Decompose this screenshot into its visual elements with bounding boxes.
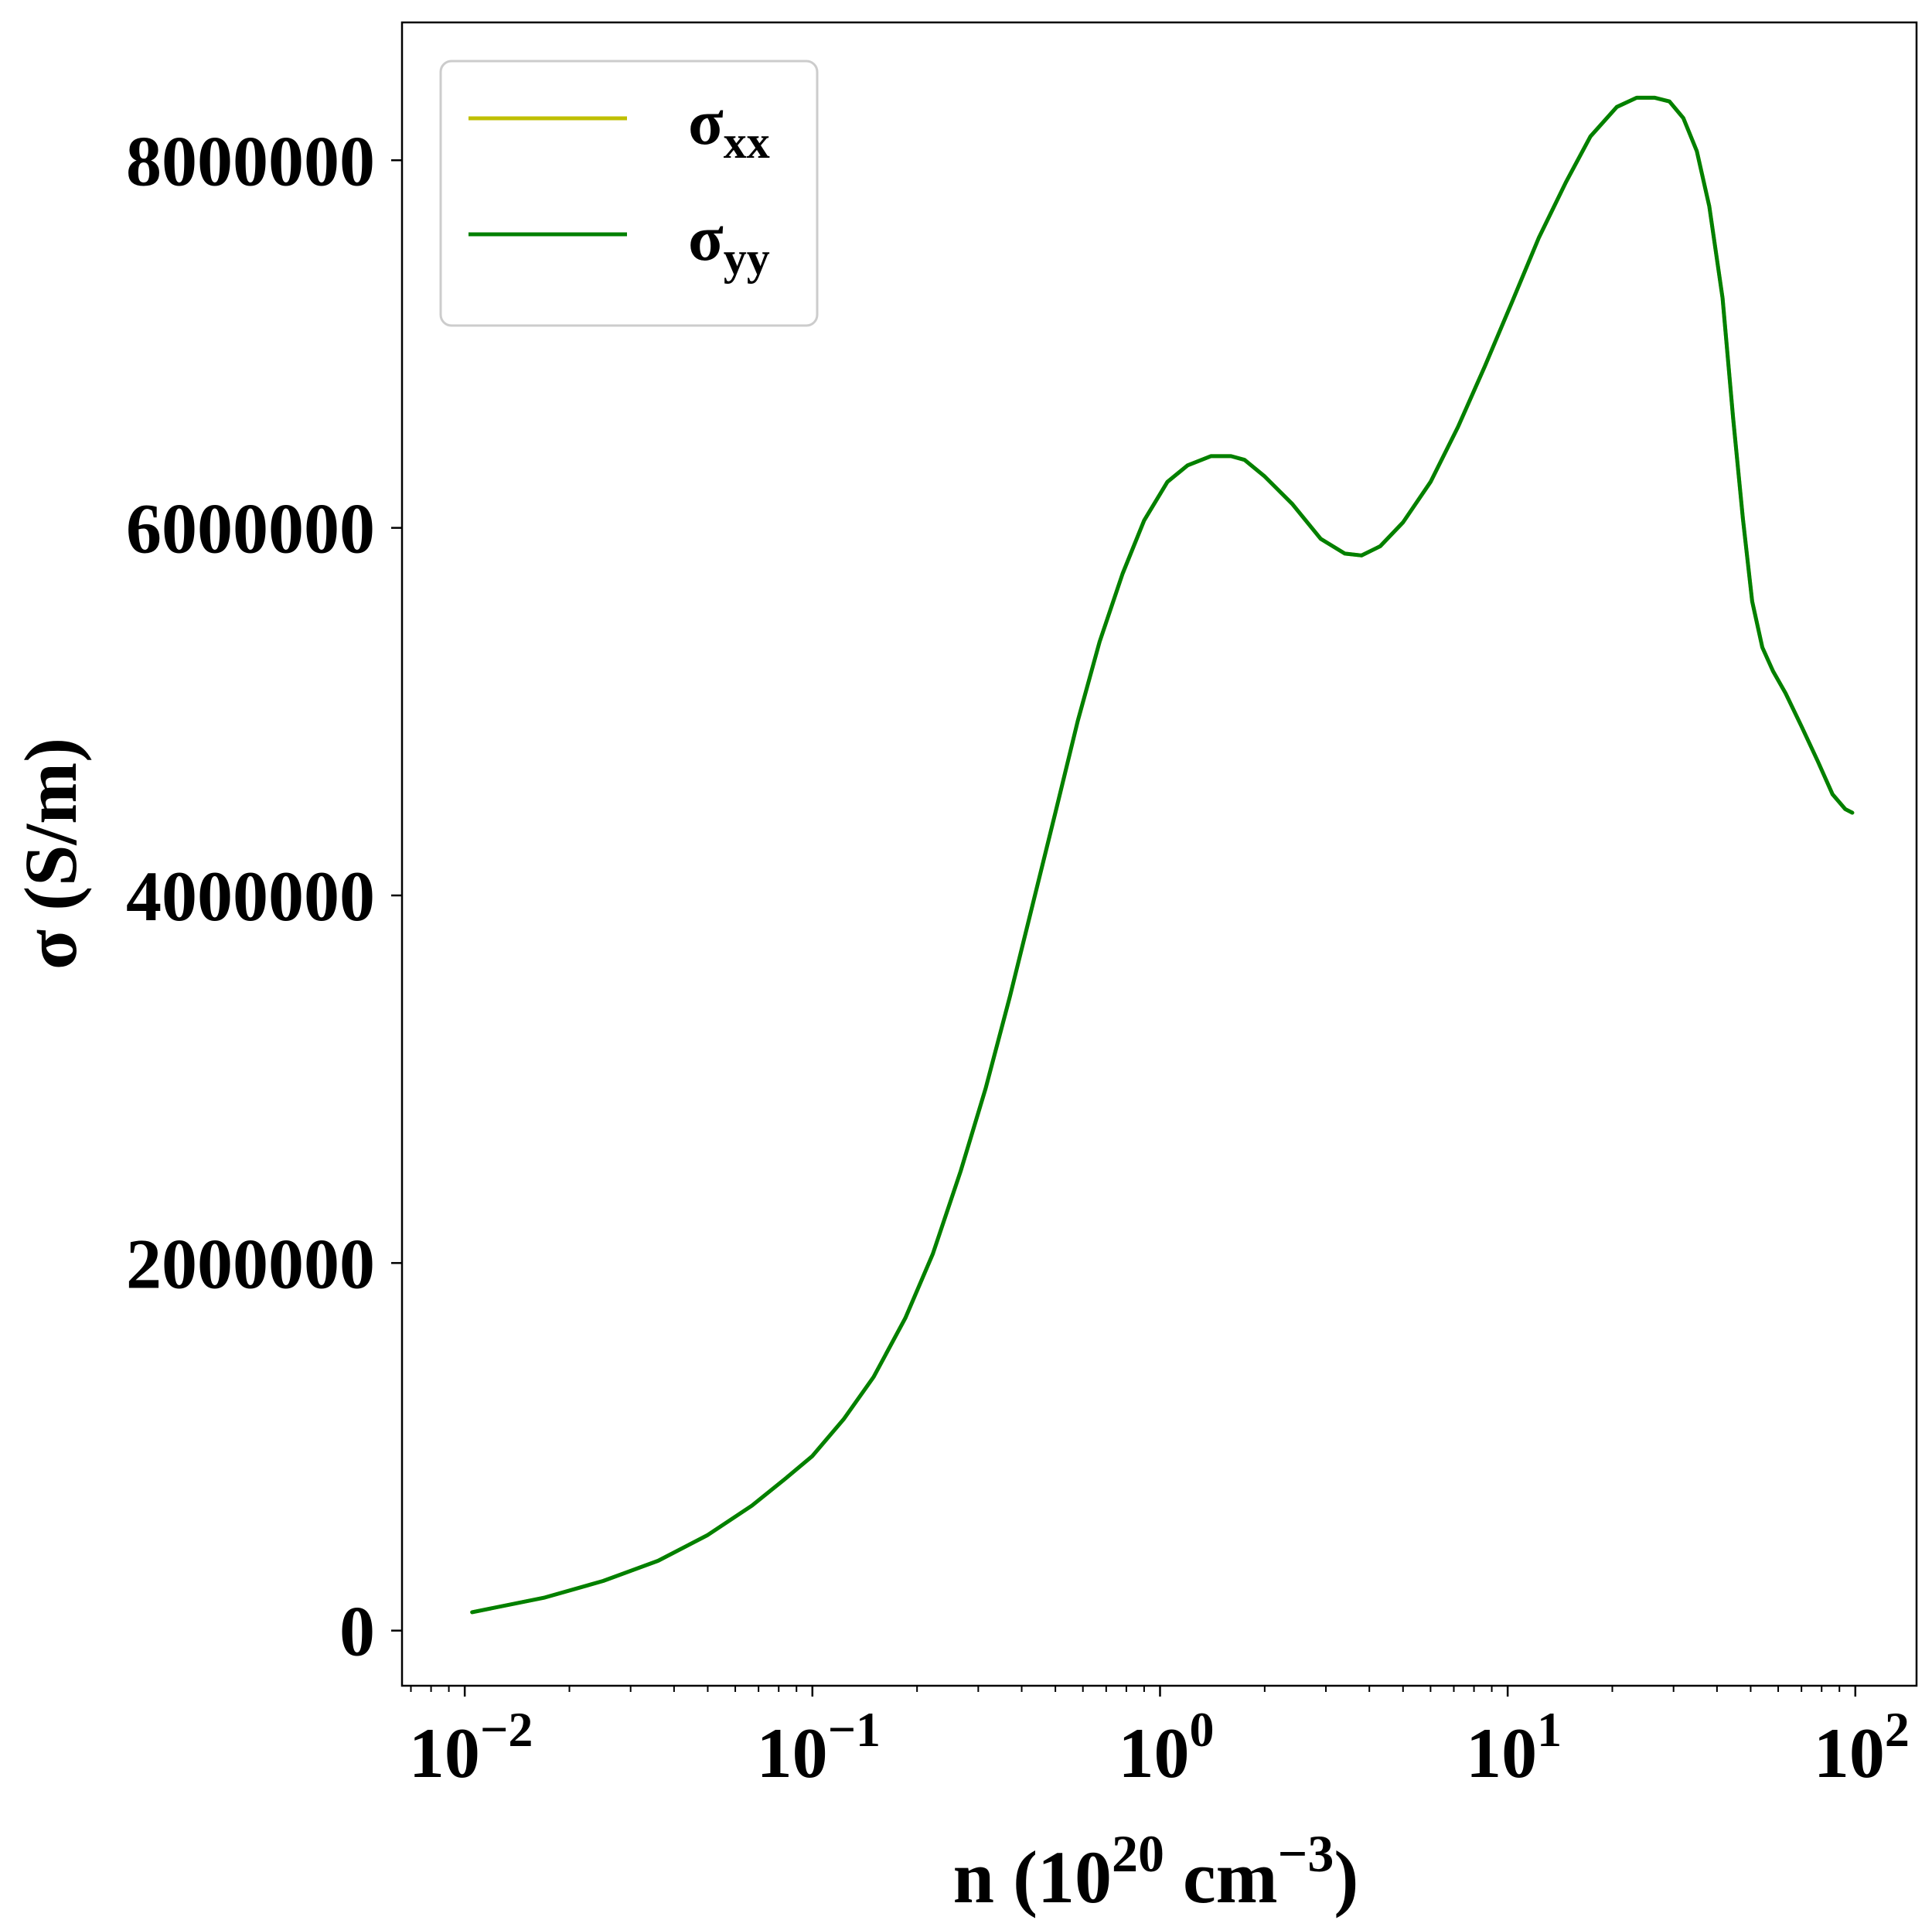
x-axis-ticks: 10−2 10−1 100 101 102 <box>409 1686 1910 1792</box>
y-tick-label: 0 <box>339 1592 375 1671</box>
series-line-sigma-yy <box>470 95 1855 1615</box>
legend-label-sigma-yy: σyy <box>688 203 770 284</box>
x-tick-label: 101 <box>1466 1702 1562 1792</box>
series-lines <box>470 95 1855 1615</box>
y-tick-label: 8000000 <box>126 121 375 200</box>
x-tick-label: 102 <box>1814 1702 1910 1792</box>
legend-box <box>439 60 819 327</box>
x-tick-label: 100 <box>1118 1702 1214 1792</box>
plot-frame <box>400 21 1918 1687</box>
x-tick-label: 10−1 <box>757 1702 881 1792</box>
y-tick-label: 6000000 <box>126 489 375 568</box>
x-minor-ticks <box>410 1686 1841 1692</box>
y-axis-ticks: 0 2000000 4000000 6000000 8000000 <box>126 121 402 1671</box>
legend-label-sigma-xx: σxx <box>688 87 770 168</box>
x-axis-label: n (1020 cm−3) <box>953 1824 1359 1918</box>
y-tick-label: 4000000 <box>126 857 375 936</box>
y-axis-label: σ (S/m) <box>9 738 92 970</box>
legend: σxx σyy <box>439 60 819 327</box>
x-tick-label: 10−2 <box>409 1702 533 1792</box>
y-tick-label: 2000000 <box>126 1224 375 1303</box>
